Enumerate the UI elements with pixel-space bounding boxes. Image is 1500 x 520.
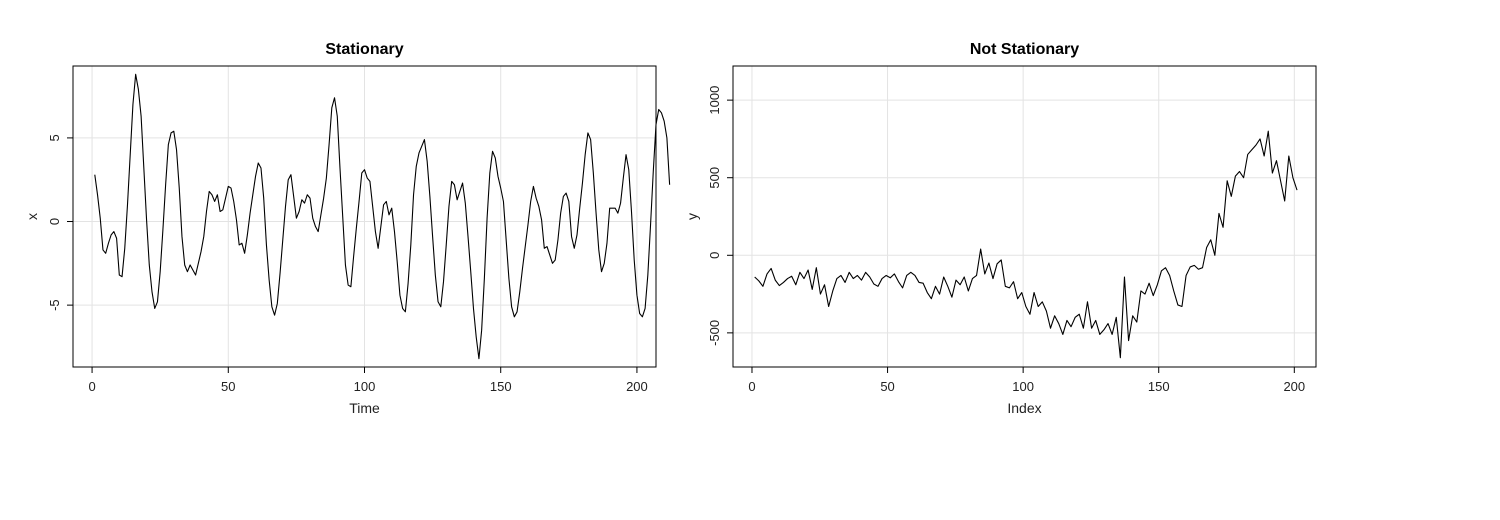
- y-tick-label: 1000: [707, 86, 722, 115]
- x-tick-label: 150: [1148, 379, 1170, 394]
- stationary-chart: Stationary 0 50 100 150 200 -5 0 5 Time x: [24, 41, 671, 416]
- x-tick-label: 100: [1012, 379, 1034, 394]
- x-tick-label: 50: [880, 379, 894, 394]
- y-axis: -500 0 500 1000: [707, 86, 733, 346]
- x-tick-label: 100: [354, 379, 376, 394]
- x-tick-label: 0: [88, 379, 95, 394]
- series-line: [94, 73, 671, 360]
- y-tick-label: -500: [707, 320, 722, 346]
- chart-title: Not Stationary: [970, 41, 1079, 58]
- y-tick-label: 5: [47, 134, 62, 141]
- y-axis-label: x: [24, 213, 40, 220]
- plot-frame: [732, 65, 1317, 368]
- grid-lines: [733, 66, 1316, 367]
- series-line: [754, 130, 1298, 359]
- y-tick-label: 500: [707, 167, 722, 189]
- chart-title: Stationary: [325, 41, 403, 58]
- y-axis: -5 0 5: [47, 134, 73, 311]
- x-tick-label: 200: [626, 379, 648, 394]
- grid-lines: [73, 66, 656, 367]
- x-axis: 0 50 100 150 200: [748, 367, 1305, 394]
- y-tick-label: 0: [707, 252, 722, 259]
- y-axis-label: y: [684, 213, 700, 220]
- x-tick-label: 150: [490, 379, 512, 394]
- y-tick-label: -5: [47, 299, 62, 311]
- not-stationary-chart: Not Stationary 0 50 100 150 200 -500 0 500 1000…: [684, 41, 1317, 416]
- x-axis-label: Time: [349, 400, 380, 416]
- x-tick-label: 0: [748, 379, 755, 394]
- x-tick-label: 50: [221, 379, 235, 394]
- x-axis-label: Index: [1007, 400, 1041, 416]
- y-tick-label: 0: [47, 218, 62, 225]
- x-axis: 0 50 100 150 200: [88, 367, 648, 394]
- x-tick-label: 200: [1283, 379, 1305, 394]
